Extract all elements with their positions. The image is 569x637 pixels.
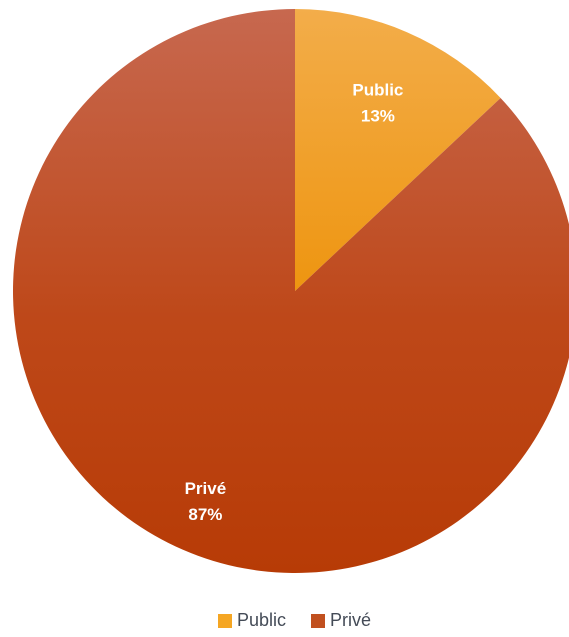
data-label-value-1: 87% <box>188 505 222 524</box>
data-label-value-0: 13% <box>361 106 395 125</box>
legend-label-public: Public <box>237 610 286 630</box>
pie-slices <box>13 9 569 573</box>
data-label-category-0: Public <box>352 80 403 99</box>
data-label-category-1: Privé <box>185 479 227 498</box>
legend-swatch-public <box>218 614 232 628</box>
pie-data-labels: Public 13% Privé 87% <box>185 80 404 524</box>
legend-label-privé: Privé <box>330 610 371 630</box>
chart-legend: Public Privé <box>218 610 371 630</box>
pie-slice-public <box>295 9 501 291</box>
pie-slice-privé <box>13 9 569 573</box>
legend-swatch-privé <box>311 614 325 628</box>
